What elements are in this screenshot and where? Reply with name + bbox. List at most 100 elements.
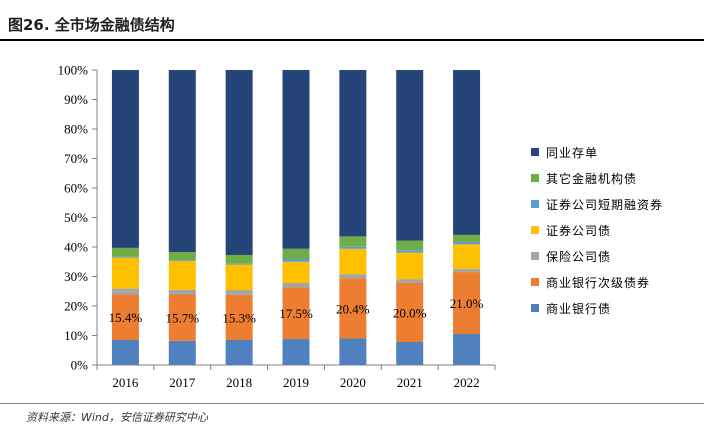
bar-segment-4: [168, 260, 196, 290]
bar-segment-1: [396, 341, 424, 365]
x-tick-label: 2022: [454, 375, 480, 390]
stacked-bar-chart: 0% 10% 20% 30% 40% 50% 60% 70% 80% 90% 100% 2016 15.…: [58, 63, 496, 390]
legend-swatch: [531, 304, 539, 312]
bar-segment-3: [453, 268, 481, 273]
y-tick-label: 50%: [64, 210, 88, 225]
bar-segment-6: [168, 252, 196, 260]
bar-segment-4: [339, 248, 367, 275]
bar-segment-4: [282, 261, 310, 283]
legend-label: 同业存单: [546, 145, 599, 160]
x-tick-label: 2018: [226, 375, 252, 390]
bar-segment-2: [111, 294, 139, 340]
bar-segment-2: [282, 287, 310, 340]
bar-segment-3: [282, 282, 310, 288]
figure-title: 图26. 全市场金融债结构: [8, 16, 175, 34]
data-label: 21.0%: [450, 296, 484, 311]
legend-swatch: [531, 252, 539, 260]
legend-item: 证券公司债: [531, 217, 663, 243]
title-divider: [0, 39, 704, 41]
bar-segment-4: [111, 257, 139, 289]
bar-segment-6: [396, 240, 424, 251]
y-tick-label: 10%: [64, 328, 88, 343]
legend-swatch: [531, 174, 539, 182]
x-tick-label: 2017: [169, 375, 196, 390]
bar-segment-3: [111, 288, 139, 295]
legend-swatch: [531, 278, 539, 286]
bar-segment-5: [111, 256, 139, 258]
bar-segment-5: [339, 246, 367, 249]
bar-segment-1: [339, 338, 367, 365]
y-tick-label: 60%: [64, 181, 88, 196]
x-tick-label: 2016: [112, 375, 139, 390]
bar-segment-7: [453, 70, 481, 235]
legend-item: 其它金融机构债: [531, 165, 663, 191]
data-label: 17.5%: [279, 306, 313, 321]
legend-label: 证券公司债: [546, 223, 612, 238]
y-tick-label: 40%: [64, 240, 88, 255]
bar-segment-2: [168, 294, 196, 341]
bar-segment-6: [111, 247, 139, 257]
x-tick-label: 2019: [283, 375, 309, 390]
bar-segment-7: [282, 70, 310, 249]
bar-segment-1: [225, 339, 253, 365]
bar-segment-3: [339, 274, 367, 279]
bar-segment-5: [168, 259, 196, 261]
bar-segment-1: [453, 334, 481, 365]
legend-label: 商业银行次级债券: [546, 275, 651, 290]
legend-label: 保险公司债: [546, 249, 612, 264]
source-divider: [0, 403, 704, 404]
bar-segment-5: [453, 241, 481, 245]
legend-item: 商业银行次级债券: [531, 269, 663, 295]
y-tick-label: 0%: [71, 358, 89, 373]
y-tick-label: 30%: [64, 269, 88, 284]
bar-segment-3: [225, 290, 253, 295]
legend-item: 保险公司债: [531, 243, 663, 269]
y-tick-label: 90%: [64, 92, 88, 107]
y-tick-label: 70%: [64, 151, 88, 166]
data-label: 20.4%: [336, 301, 370, 316]
data-label: 20.0%: [393, 305, 427, 320]
y-tick-label: 20%: [64, 299, 88, 314]
legend-swatch: [531, 200, 539, 208]
legend-swatch: [531, 148, 539, 156]
bar-segment-1: [168, 340, 196, 365]
data-label: 15.3%: [222, 310, 256, 325]
bar-segment-7: [111, 70, 139, 248]
data-label: 15.7%: [165, 311, 199, 326]
bar-segment-3: [396, 279, 424, 283]
legend-label: 其它金融机构债: [546, 171, 638, 186]
bar-segment-7: [339, 70, 367, 237]
chart-legend: 同业存单其它金融机构债证券公司短期融资券 证券公司债保险公司债商业银行次级债券 商业…: [531, 139, 663, 321]
bar-segment-6: [339, 236, 367, 247]
bar-segment-5: [225, 263, 253, 265]
data-label: 15.4%: [109, 310, 143, 325]
bar-segment-4: [225, 264, 253, 291]
legend-label: 商业银行债: [546, 301, 612, 316]
bar-segment-7: [225, 70, 253, 255]
bar-segment-2: [225, 294, 253, 340]
legend-item: 同业存单: [531, 139, 663, 165]
bar-segment-5: [396, 250, 424, 253]
bar-segment-6: [453, 234, 481, 242]
bar-segment-4: [396, 252, 424, 280]
y-tick-label: 80%: [64, 122, 88, 137]
x-tick-label: 2020: [340, 375, 366, 390]
legend-item: 商业银行债: [531, 295, 663, 321]
y-tick-label: 100%: [58, 63, 89, 78]
legend-item: 证券公司短期融资券: [531, 191, 663, 217]
bar-segment-4: [453, 244, 481, 269]
bar-segment-6: [225, 254, 253, 264]
x-tick-label: 2021: [397, 375, 423, 390]
bar-segment-1: [282, 339, 310, 365]
legend-swatch: [531, 226, 539, 234]
bar-segment-5: [282, 259, 310, 262]
bar-segment-1: [111, 339, 139, 365]
bar-segment-7: [396, 70, 424, 241]
bar-segment-7: [168, 70, 196, 253]
legend-label: 证券公司短期融资券: [546, 197, 664, 212]
bar-segment-2: [339, 278, 367, 339]
bar-segment-2: [453, 272, 481, 335]
bar-segment-2: [396, 282, 424, 342]
source-note: 资料来源：Wind，安信证券研究中心: [26, 411, 208, 424]
bar-segment-6: [282, 248, 310, 260]
